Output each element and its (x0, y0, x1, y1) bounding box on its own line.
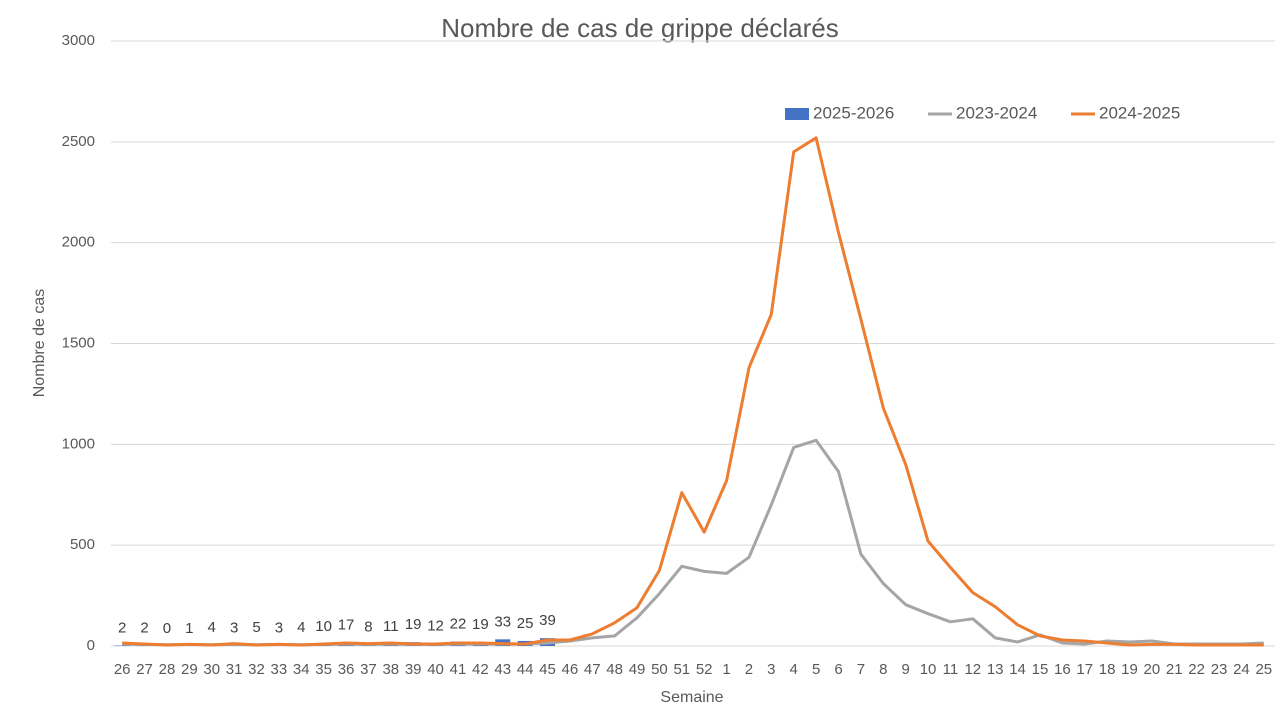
data-label: 25 (517, 615, 534, 632)
y-tick-label: 3000 (62, 32, 95, 49)
x-tick-label: 18 (1099, 661, 1116, 678)
x-tick-label: 28 (159, 661, 176, 678)
x-tick-label: 44 (517, 661, 534, 678)
x-tick-label: 3 (767, 661, 775, 678)
x-tick-label: 33 (271, 661, 288, 678)
x-tick-label: 40 (427, 661, 444, 678)
x-tick-label: 6 (834, 661, 842, 678)
data-label: 8 (364, 618, 372, 635)
x-tick-label: 14 (1009, 661, 1026, 678)
data-label: 2 (118, 620, 126, 637)
x-tick-label: 9 (901, 661, 909, 678)
data-label: 19 (405, 616, 422, 633)
data-label: 39 (539, 612, 556, 629)
data-label: 19 (472, 616, 489, 633)
data-label: 4 (208, 619, 216, 636)
data-label: 0 (163, 620, 171, 637)
x-tick-label: 37 (360, 661, 377, 678)
x-tick-label: 26 (114, 661, 131, 678)
data-label: 12 (427, 618, 444, 635)
x-tick-label: 38 (382, 661, 399, 678)
x-tick-label: 47 (584, 661, 601, 678)
x-tick-label: 13 (987, 661, 1004, 678)
data-label: 2 (140, 620, 148, 637)
x-tick-label: 35 (315, 661, 332, 678)
x-tick-label: 5 (812, 661, 820, 678)
x-tick-label: 20 (1144, 661, 1161, 678)
y-tick-label: 500 (70, 536, 95, 553)
x-tick-label: 45 (539, 661, 556, 678)
data-label: 5 (252, 619, 260, 636)
x-tick-label: 11 (943, 661, 959, 678)
line (122, 438, 1264, 647)
data-label: 3 (275, 619, 283, 636)
x-tick-label: 43 (494, 661, 511, 678)
chart-title: Nombre de cas de grippe déclarés (441, 13, 838, 43)
y-axis-label: Nombre de cas (31, 289, 48, 398)
x-tick-label: 49 (629, 661, 646, 678)
x-tick-label: 24 (1233, 661, 1250, 678)
x-tick-label: 8 (879, 661, 887, 678)
x-tick-label: 15 (1032, 661, 1049, 678)
y-tick-label: 1500 (62, 334, 95, 351)
data-label: 1 (185, 620, 193, 637)
x-tick-label: 23 (1211, 661, 1228, 678)
x-tick-label: 34 (293, 661, 310, 678)
x-tick-label: 2 (745, 661, 753, 678)
x-tick-label: 36 (338, 661, 355, 678)
data-label: 4 (297, 619, 305, 636)
data-label: 11 (383, 618, 399, 635)
x-tick-label: 51 (673, 661, 690, 678)
data-label: 10 (315, 618, 332, 635)
x-tick-label: 46 (562, 661, 579, 678)
legend-label: 2025-2026 (813, 103, 894, 122)
x-tick-label: 22 (1188, 661, 1205, 678)
x-tick-label: 48 (606, 661, 623, 678)
data-label: 33 (494, 613, 511, 630)
x-tick-label: 30 (203, 661, 220, 678)
x-tick-label: 21 (1166, 661, 1183, 678)
x-tick-label: 31 (226, 661, 243, 678)
line (122, 136, 1264, 647)
x-tick-label: 27 (136, 661, 153, 678)
x-tick-label: 10 (920, 661, 937, 678)
y-tick-label: 2000 (62, 234, 95, 251)
x-tick-label: 19 (1121, 661, 1138, 678)
x-tick-label: 42 (472, 661, 489, 678)
x-tick-label: 39 (405, 661, 422, 678)
legend-label: 2024-2025 (1099, 103, 1180, 122)
data-label: 17 (338, 617, 355, 634)
x-tick-label: 32 (248, 661, 265, 678)
legend-label: 2023-2024 (956, 103, 1037, 122)
x-tick-label: 50 (651, 661, 668, 678)
x-tick-label: 52 (696, 661, 713, 678)
x-axis-label: Semaine (660, 689, 723, 706)
y-tick-label: 0 (87, 637, 95, 654)
x-tick-label: 1 (722, 661, 730, 678)
x-tick-label: 41 (450, 661, 467, 678)
x-tick-label: 12 (964, 661, 981, 678)
x-tick-label: 16 (1054, 661, 1071, 678)
data-label: 3 (230, 619, 238, 636)
y-tick-label: 2500 (62, 133, 95, 150)
y-tick-label: 1000 (62, 435, 95, 452)
x-tick-label: 29 (181, 661, 198, 678)
x-tick-label: 7 (857, 661, 865, 678)
legend-swatch (785, 108, 809, 120)
x-tick-label: 17 (1076, 661, 1093, 678)
x-tick-label: 25 (1255, 661, 1272, 678)
x-tick-label: 4 (790, 661, 798, 678)
data-label: 22 (450, 616, 467, 633)
